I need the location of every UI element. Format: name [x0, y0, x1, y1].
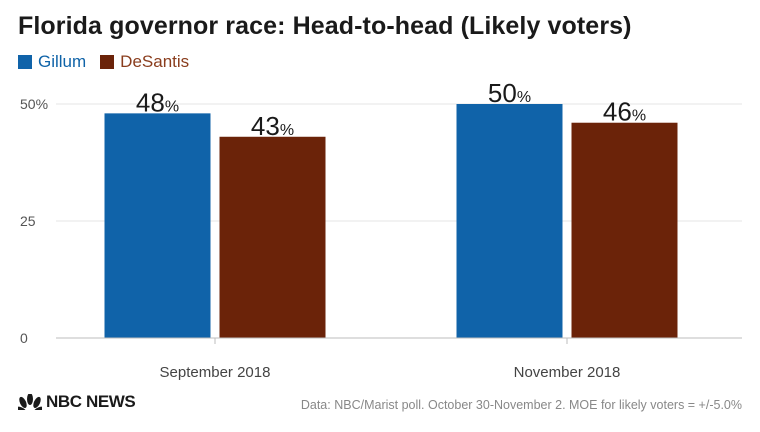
legend-swatch-gillum	[18, 55, 32, 69]
legend-label-gillum: Gillum	[38, 52, 87, 71]
chart-legend: Gillum DeSantis	[18, 52, 189, 72]
bar-desantis-1	[219, 136, 326, 338]
bar-gillum-2	[456, 104, 563, 338]
y-tick-label: 50%	[20, 96, 48, 112]
data-label: 48%	[136, 87, 179, 117]
x-tick-label: September 2018	[160, 364, 271, 381]
logo-wordmark: NBC NEWS	[46, 392, 136, 411]
data-label: 43%	[251, 111, 294, 141]
y-tick-label: 0	[20, 330, 28, 346]
legend-item-desantis: DeSantis	[100, 52, 189, 72]
data-label: 50%	[488, 78, 531, 108]
bar-gillum-1	[104, 113, 211, 338]
legend-item-gillum: Gillum	[18, 52, 86, 72]
legend-label-desantis: DeSantis	[120, 52, 190, 71]
x-tick-label: November 2018	[514, 364, 621, 381]
axes: 0 25 50% September 2018 November 2018	[20, 96, 742, 381]
source-note: Data: NBC/Marist poll. October 30-Novemb…	[300, 398, 742, 412]
data-label: 46%	[603, 97, 646, 127]
legend-swatch-desantis	[100, 55, 115, 69]
bars	[104, 104, 678, 338]
y-tick-label: 25	[20, 213, 36, 229]
data-labels: 48% 43% 50% 46%	[136, 78, 646, 141]
bar-desantis-2	[571, 122, 678, 338]
chart-title: Florida governor race: Head-to-head (Lik…	[18, 12, 632, 40]
nbc-news-logo: NBC NEWS	[18, 392, 136, 412]
peacock-icon	[18, 394, 42, 410]
